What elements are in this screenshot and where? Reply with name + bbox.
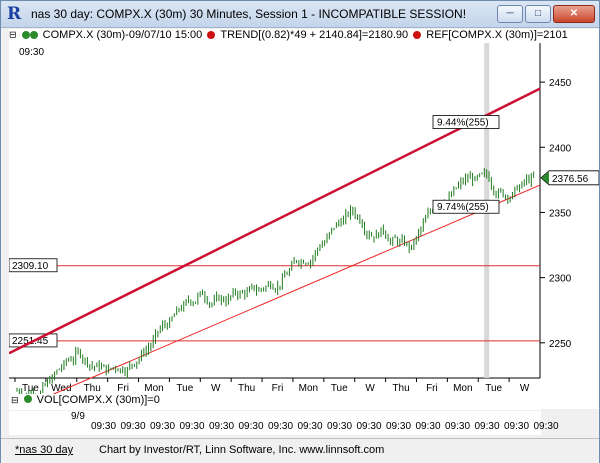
last-price-arrow-icon [541,171,549,184]
vol-time-label: 09:30 [356,421,382,432]
upper-percent-annotation: 9.44%(255) [437,118,489,129]
day-weekday-label: W [365,383,375,394]
vol-time-label: 09:30 [179,421,205,432]
vol-time-label: 09:30 [533,421,559,432]
top-time-label: 09:30 [19,47,44,58]
ref-dot-icon [413,31,422,40]
collapse-icon[interactable]: ⊟ [9,29,17,40]
last-price-marker [540,170,599,186]
day-weekday-label: Mon [299,383,318,394]
vol-time-label: 09:30 [474,421,500,432]
series-dot-icon [29,31,38,40]
volume-panel[interactable]: ⊟ VOL[COMPX.X (30m)]=0 [9,394,541,410]
title-bar[interactable]: R nas 30 day: COMPX.X (30m) 30 Minutes, … [1,1,599,28]
vol-time-label: 09:30 [445,421,471,432]
chart-canvas[interactable]: 09:3022502300235024002450Tue9-7Wed9-8Thu… [9,43,599,408]
price-chart[interactable]: ⊟ COMPX.X (30m)-09/07/10 15:00 TREND[(0.… [9,29,599,409]
price-tick-label: 2400 [549,143,572,154]
vol-time-label: 09:30 [209,421,235,432]
day-weekday-label: W [520,383,530,394]
volume-time-axis: 9/9 09:30 09:30 09:30 09:30 09:30 09:30 09:30 0… [9,411,559,435]
chart-page-link[interactable]: *nas 30 day [15,444,74,456]
credit-text: Chart by Investor/RT, Linn Software, Inc… [99,444,385,456]
lower-channel-line [19,184,541,408]
day-weekday-label: Thu [238,383,255,394]
day-weekday-label: Tue [485,383,502,394]
chart-legend: ⊟ COMPX.X (30m)-09/07/10 15:00 TREND[(0.… [9,29,599,43]
percent-annotation-box [432,115,500,129]
percent-annotation-box [432,199,500,214]
day-weekday-label: Mon [144,383,163,394]
legend-ref[interactable]: REF[COMPX.X (30m)]=2101 [426,29,568,42]
vol-dot-icon [23,395,32,403]
legend-symbol[interactable]: COMPX.X (30m)-09/07/10 15:00 [42,29,203,42]
maximize-button[interactable]: □ [525,5,551,23]
day-weekday-label: W [211,383,221,394]
minimize-button[interactable]: ─ [497,5,523,23]
vol-time-label: 09:30 [268,421,294,432]
day-weekday-label: Thu [392,383,409,394]
day-weekday-label: Fri [272,383,284,394]
reference-label-box [9,258,58,273]
last-price-label: 2376.56 [552,174,589,185]
lower-percent-annotation: 9.74%(255) [437,202,489,213]
vol-time-label: 09:30 [327,421,353,432]
day-weekday-label: Tue [176,383,193,394]
vol-time-label: 09:30 [150,421,176,432]
reference-label: 2309.10 [12,261,49,272]
vol-time-label: 09:30 [504,421,530,432]
upper-channel-line [9,87,541,355]
vol-time-label: 09:30 [120,421,146,432]
close-button[interactable]: ✕ [553,5,595,23]
vol-date-label: 9/9 [71,411,85,422]
price-tick-label: 2250 [549,339,572,350]
volume-label: VOL[COMPX.X (30m)]=0 [36,394,160,406]
price-tick-label: 2450 [549,78,572,89]
status-bar: *nas 30 day Chart by Investor/RT, Linn S… [1,438,599,463]
vol-time-label: 09:30 [91,421,117,432]
price-tick-label: 2350 [549,208,572,219]
legend-trend[interactable]: TREND[(0.82)*49 + 2140.84]=2180.90 [220,29,409,42]
day-weekday-label: Mon [453,383,472,394]
series-dot-icon [21,31,30,40]
day-weekday-label: Tue [331,383,348,394]
day-weekday-label: Fri [117,383,129,394]
vol-time-label: 09:30 [238,421,264,432]
vol-time-label: 09:30 [415,421,441,432]
day-weekday-label: Wed [51,383,71,394]
app-logo-icon: R [7,4,22,24]
day-weekday-label: Tue [22,383,39,394]
window-title: nas 30 day: COMPX.X (30m) 30 Minutes, Se… [31,7,467,21]
day-weekday-label: Fri [426,383,438,394]
day-weekday-label: Thu [84,383,101,394]
collapse-icon[interactable]: ⊟ [11,395,19,405]
trend-dot-icon [207,31,216,40]
price-tick-label: 2300 [549,274,572,285]
vol-time-label: 09:30 [297,421,323,432]
vol-time-label: 09:30 [386,421,412,432]
